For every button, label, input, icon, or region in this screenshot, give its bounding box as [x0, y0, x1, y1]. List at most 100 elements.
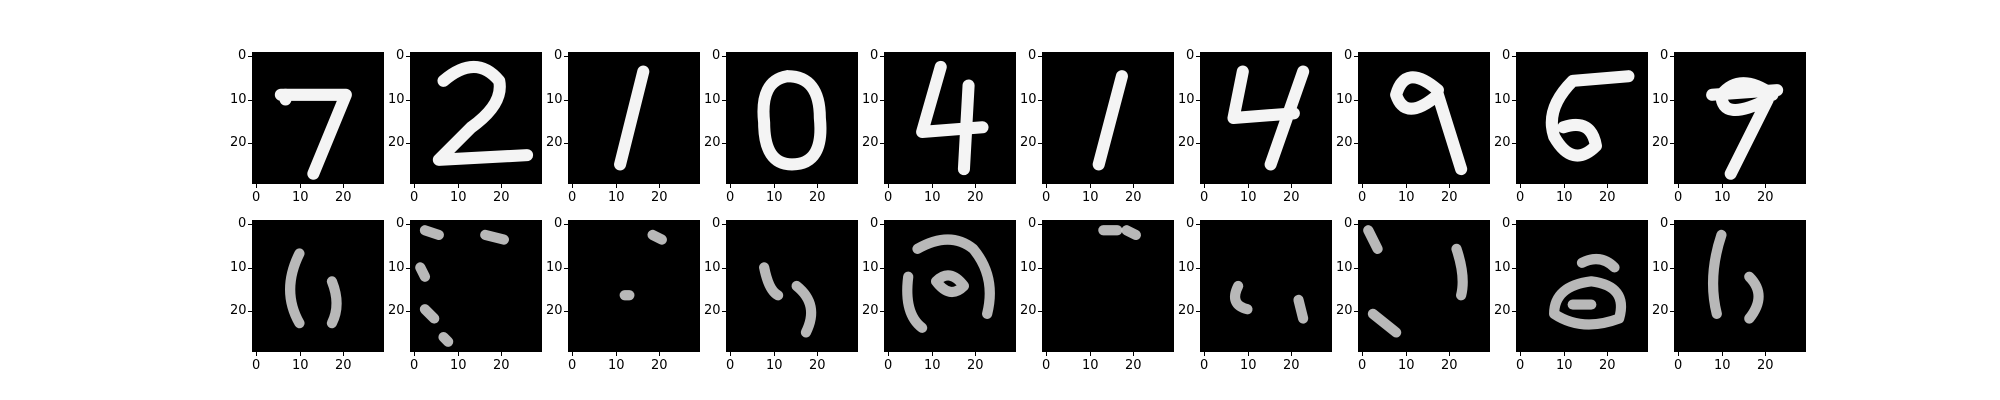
x-tick-label: 0 [410, 191, 418, 204]
y-tick-label: 0 [1502, 217, 1510, 230]
y-tick-mark [1354, 311, 1358, 312]
x-tick-mark [1520, 352, 1521, 356]
blurry-reconstruction-image [1200, 220, 1332, 352]
x-tick-mark [888, 184, 889, 188]
x-tick-mark [774, 352, 775, 356]
x-tick-label: 20 [1125, 191, 1142, 204]
x-tick-mark [300, 352, 301, 356]
y-tick-label: 20 [230, 136, 247, 149]
stroke [1099, 76, 1122, 164]
stroke [1552, 76, 1629, 155]
stroke [1396, 77, 1461, 169]
x-tick-label: 0 [568, 359, 576, 372]
digit-5-image [1516, 52, 1648, 184]
stroke [425, 309, 434, 318]
y-tick-mark [880, 143, 884, 144]
x-tick-label: 10 [292, 359, 309, 372]
stroke [290, 254, 299, 324]
x-tick-label: 20 [1441, 191, 1458, 204]
stroke [332, 281, 337, 323]
y-tick-label: 20 [862, 304, 879, 317]
x-tick-label: 10 [1240, 359, 1257, 372]
x-tick-mark [975, 352, 976, 356]
y-tick-label: 10 [546, 261, 563, 274]
y-tick-label: 10 [862, 261, 879, 274]
stroke [1368, 230, 1377, 249]
y-tick-label: 10 [1494, 93, 1511, 106]
y-tick-mark [1038, 143, 1042, 144]
x-tick-mark [1248, 184, 1249, 188]
stroke [763, 76, 820, 164]
y-tick-label: 20 [1178, 304, 1195, 317]
x-tick-label: 0 [1042, 359, 1050, 372]
x-tick-label: 20 [967, 359, 984, 372]
blurry-reconstruction-image [1516, 220, 1648, 352]
y-tick-label: 0 [238, 49, 246, 62]
x-tick-mark [256, 184, 257, 188]
stroke [1235, 286, 1247, 309]
y-tick-mark [564, 311, 568, 312]
stroke [797, 286, 812, 332]
x-tick-mark [1678, 184, 1679, 188]
x-tick-label: 0 [1516, 359, 1524, 372]
x-tick-label: 20 [335, 359, 352, 372]
x-tick-label: 0 [568, 191, 576, 204]
x-tick-mark [1722, 184, 1723, 188]
y-tick-mark [406, 224, 410, 225]
y-tick-mark [406, 311, 410, 312]
y-tick-mark [880, 268, 884, 269]
stroke [620, 72, 643, 165]
blurry-reconstruction-image [884, 220, 1016, 352]
y-tick-mark [1038, 100, 1042, 101]
y-tick-label: 20 [546, 136, 563, 149]
x-tick-label: 0 [1674, 359, 1682, 372]
y-tick-label: 20 [1020, 136, 1037, 149]
digit-9-image [1358, 52, 1490, 184]
x-tick-label: 0 [726, 359, 734, 372]
x-tick-label: 10 [766, 359, 783, 372]
x-tick-mark [1133, 184, 1134, 188]
y-tick-mark [406, 56, 410, 57]
stroke [1712, 90, 1777, 95]
x-tick-mark [1204, 184, 1205, 188]
stroke [425, 230, 439, 235]
y-tick-label: 10 [1652, 261, 1669, 274]
x-tick-label: 0 [1358, 359, 1366, 372]
digit-4-image [1200, 52, 1332, 184]
y-tick-label: 0 [1660, 49, 1668, 62]
digit-1-image [1042, 52, 1174, 184]
y-tick-mark [1038, 268, 1042, 269]
y-tick-label: 0 [1186, 217, 1194, 230]
x-tick-mark [1765, 352, 1766, 356]
y-tick-mark [1512, 143, 1516, 144]
digit-7-image [252, 52, 384, 184]
y-tick-label: 0 [712, 49, 720, 62]
x-tick-mark [817, 184, 818, 188]
x-tick-label: 0 [1200, 359, 1208, 372]
y-tick-label: 0 [870, 217, 878, 230]
x-tick-mark [888, 352, 889, 356]
x-tick-label: 0 [410, 359, 418, 372]
stroke [1713, 235, 1721, 314]
blurry-reconstruction-image [410, 220, 542, 352]
y-tick-mark [1670, 268, 1674, 269]
y-tick-label: 0 [554, 49, 562, 62]
y-tick-label: 20 [1652, 136, 1669, 149]
x-tick-mark [616, 352, 617, 356]
y-tick-mark [1354, 224, 1358, 225]
y-tick-label: 10 [546, 93, 563, 106]
x-tick-mark [1449, 352, 1450, 356]
x-tick-mark [774, 184, 775, 188]
x-tick-label: 10 [450, 191, 467, 204]
x-tick-label: 0 [884, 359, 892, 372]
stroke [1457, 249, 1463, 295]
x-tick-mark [572, 184, 573, 188]
digit-1-image [568, 52, 700, 184]
x-tick-label: 0 [1674, 191, 1682, 204]
x-tick-label: 10 [766, 191, 783, 204]
y-tick-mark [248, 268, 252, 269]
x-tick-mark [1090, 352, 1091, 356]
stroke [764, 267, 778, 295]
x-tick-mark [932, 184, 933, 188]
stroke [281, 95, 346, 174]
